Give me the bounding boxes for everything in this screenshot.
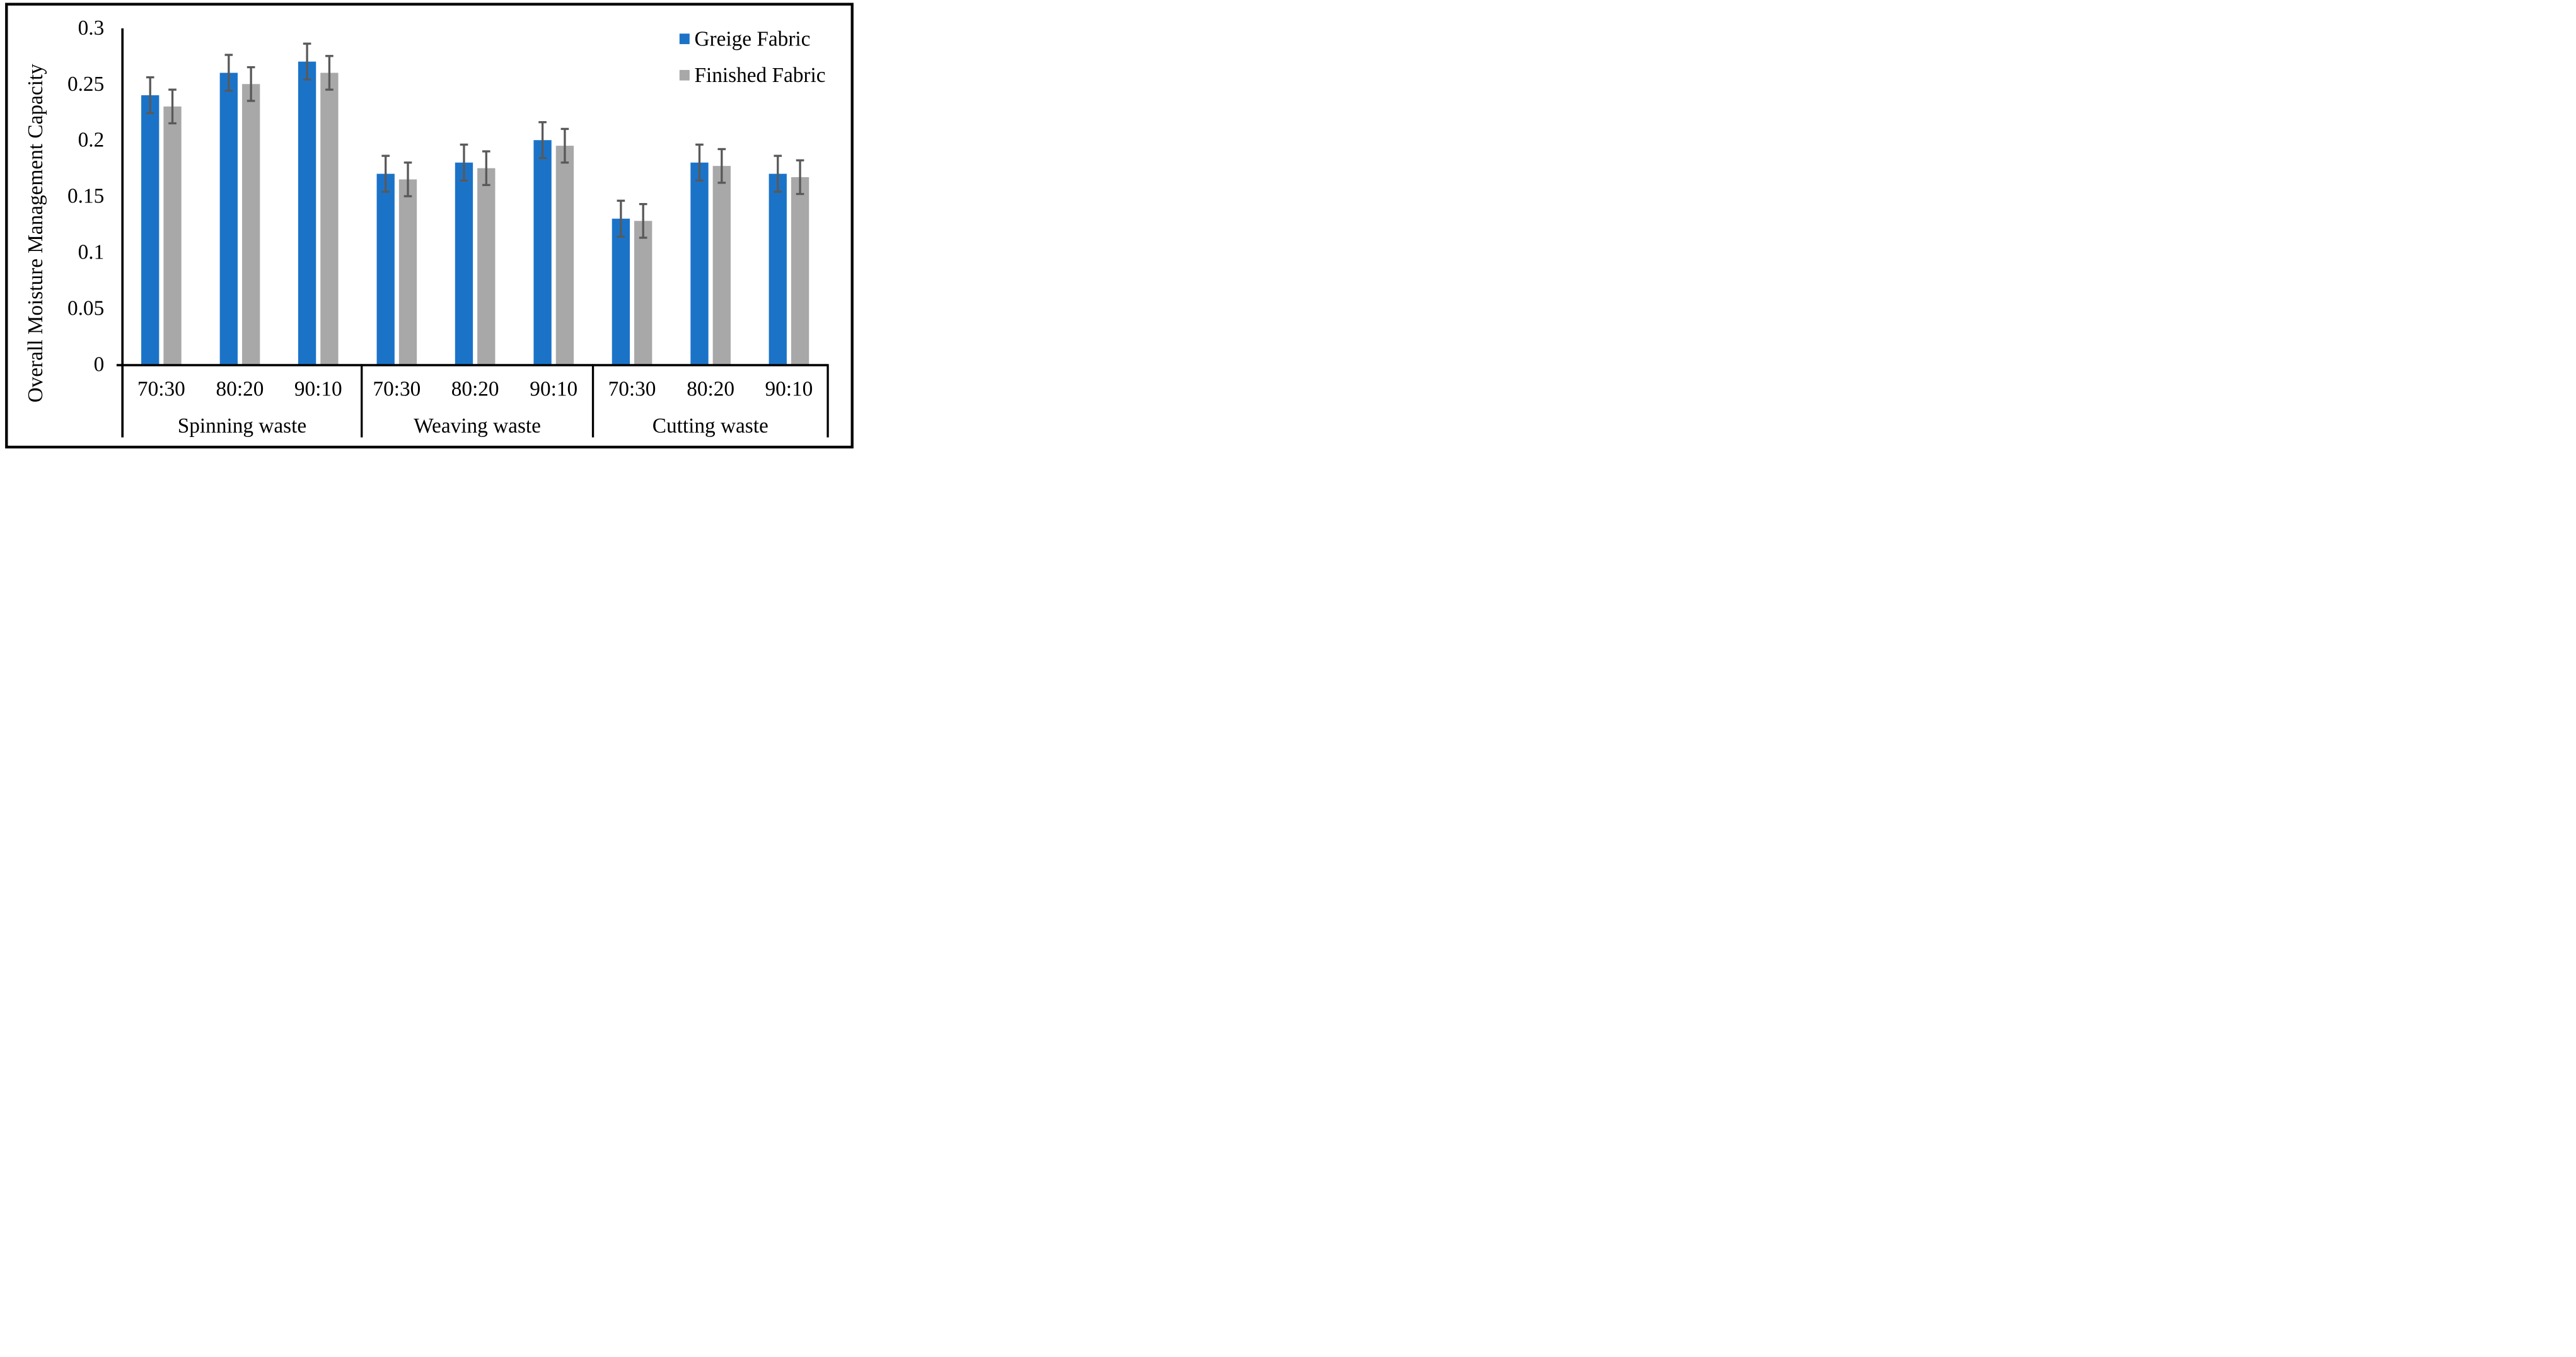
bar-finished: [241, 84, 260, 364]
error-bar: [403, 161, 412, 197]
ratio-label: 80:20: [687, 378, 734, 401]
ratio-label: 70:30: [608, 378, 656, 401]
ratio-label: 90:10: [530, 378, 577, 401]
bar-finished: [163, 106, 182, 364]
error-bar: [381, 154, 390, 193]
bar-finished: [791, 177, 809, 364]
moisture-management-bar-chart: 0 0.05 0.1 0.15 0.2 0.25 0.3 70:30 80:20 90:10 70:…: [0, 0, 859, 452]
bar-greige: [455, 162, 473, 364]
error-bar: [538, 121, 547, 160]
bar-greige: [533, 140, 552, 364]
bar-greige: [298, 61, 316, 364]
bar-greige: [769, 173, 787, 364]
legend-label: Finished Fabric: [694, 64, 825, 87]
y-tick-label: 0.2: [78, 129, 105, 152]
y-tick-label: 0.1: [78, 241, 105, 264]
error-bar: [639, 202, 647, 239]
error-bar: [482, 150, 490, 187]
legend-swatch-finished: [679, 69, 690, 81]
error-bar: [774, 154, 782, 193]
ratio-label: 70:30: [373, 378, 421, 401]
ratio-label: 80:20: [216, 378, 264, 401]
y-tick-label: 0.25: [67, 73, 104, 96]
bar-greige: [141, 95, 160, 364]
error-bar: [303, 42, 311, 81]
bar-finished: [634, 221, 653, 364]
bar-finished: [712, 166, 731, 364]
bar-finished: [320, 73, 339, 364]
y-tick-label: 0.05: [67, 297, 104, 320]
error-bar: [617, 199, 625, 238]
error-bar: [796, 159, 804, 195]
y-tick-label: 0.15: [67, 185, 104, 208]
error-bar: [717, 148, 726, 184]
bar-finished: [555, 146, 574, 364]
legend-label: Greige Fabric: [694, 27, 810, 50]
ratio-label: 90:10: [294, 378, 342, 401]
bar-greige: [376, 173, 395, 364]
group-label: Cutting waste: [653, 414, 769, 438]
bar-finished: [477, 168, 496, 364]
error-bar: [146, 76, 154, 115]
group-label: Spinning waste: [178, 414, 306, 438]
y-tick-label: 0.3: [78, 16, 105, 40]
error-bar: [168, 88, 177, 125]
y-axis-title: Overall Moisture Management Capacity: [24, 64, 47, 403]
legend-swatch-greige: [679, 33, 690, 44]
ratio-label: 80:20: [451, 378, 499, 401]
bar-finished: [398, 179, 417, 364]
y-tick-label: 0: [94, 353, 105, 376]
error-bar: [247, 66, 255, 102]
chart-figure: 0 0.05 0.1 0.15 0.2 0.25 0.3 70:30 80:20 90:10 70:…: [0, 0, 859, 452]
error-bar: [560, 127, 569, 164]
bar-greige: [690, 162, 709, 364]
error-bar: [695, 143, 704, 182]
group-label: Weaving waste: [414, 414, 541, 438]
error-bar: [224, 54, 233, 92]
figure-border: [5, 3, 854, 449]
bar-greige: [219, 73, 238, 364]
bar-greige: [612, 218, 630, 364]
error-bar: [460, 143, 468, 182]
ratio-label: 90:10: [765, 378, 813, 401]
ratio-label: 70:30: [137, 378, 185, 401]
error-bar: [325, 55, 334, 91]
